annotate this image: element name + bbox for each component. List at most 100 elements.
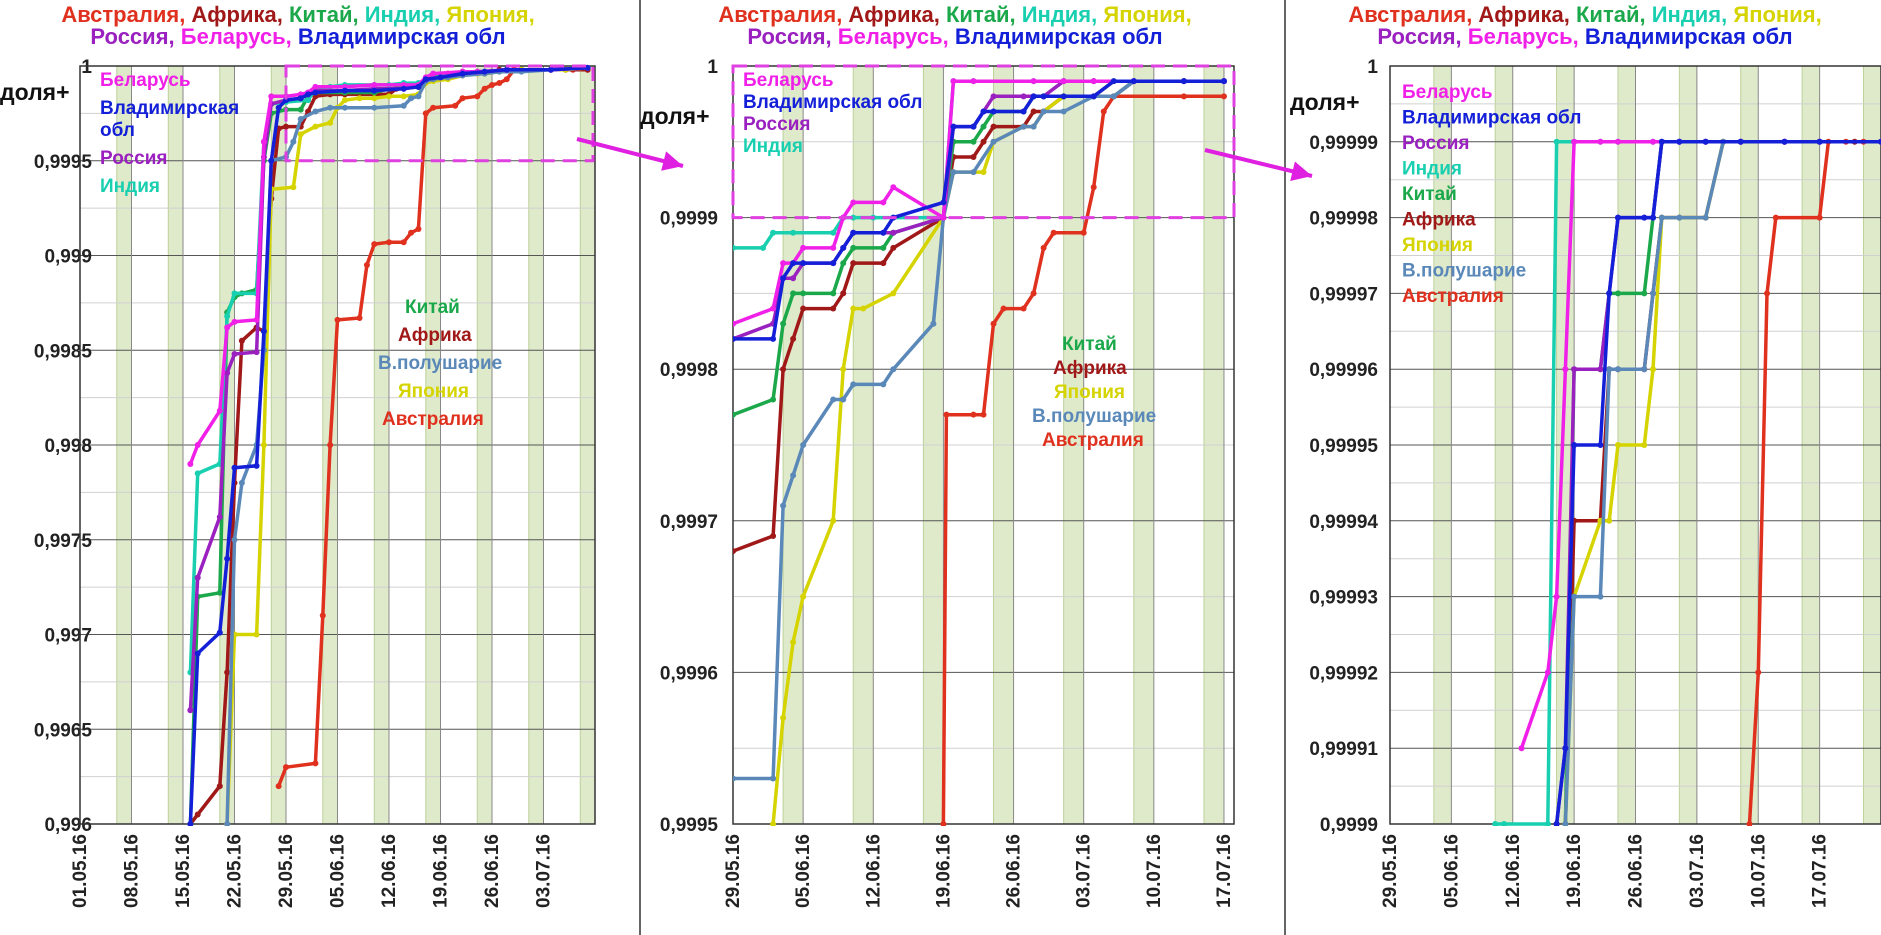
series-point-австралия [422,110,429,117]
y-tick-label: 0,99994 [1309,512,1378,533]
y-tick-label: 0,9999 [660,209,718,230]
header-segment: Китай, [946,2,1022,27]
series-point-австралия [1040,244,1047,251]
series-point-владимирская-обл [1562,745,1569,752]
series-point-индия [1553,138,1560,145]
series-point-австралия [474,93,481,100]
series-point-япония [400,93,407,100]
series-point-австралия [334,316,341,323]
header: Австралия, Африка, Китай, Индия, Япония,… [718,2,1191,49]
series-point-россия [216,514,223,521]
series-point-в-полушарие [850,381,857,388]
series-point-в-полушарие [341,104,348,111]
x-tick-label: 01.05.16 [70,834,91,908]
header-segment: Беларусь, [181,24,298,49]
weekend-band [632,66,647,824]
series-point-в-полушарие [1658,214,1665,221]
series-point-в-полушарие [890,366,897,373]
series-point-в-полушарие [290,138,297,145]
header-segment: Россия, [747,24,837,49]
series-point-владимирская-обл [1781,138,1788,145]
y-tick-label: 0,998 [44,436,92,457]
series-point-япония [840,366,847,373]
series-point-в-полушарие [297,116,304,123]
series-point-владимирская-обл [1110,78,1117,85]
series-point-в-полушарие [790,472,797,479]
y-tick-label: 0,9985 [34,341,93,362]
x-tick-label: 05.06.16 [793,834,814,908]
series-point-австралия [400,239,407,246]
series-point-япония [327,119,334,126]
series-point-австралия [489,81,495,88]
header-segment: Россия, [1377,24,1467,49]
series-point-владимирская-обл [400,85,407,92]
series-point-владимирская-обл [1878,138,1881,145]
series-point-беларусь [1553,593,1560,600]
series-point-в-полушарие [1641,366,1648,373]
header-line-1: Австралия, Африка, Китай, Индия, Япония, [1348,2,1821,27]
series-point-австралия [1050,229,1057,236]
series-point-беларусь [1090,78,1097,85]
y-tick-label: 0,9997 [660,512,718,533]
series-point-беларусь [268,93,275,100]
series-point-владимирская-обл [880,229,887,236]
zoom-arrow-1 [576,137,684,171]
series-group [1492,138,1881,826]
series-point-владимирская-обл [1737,138,1744,145]
header-segment: Япония, [1103,2,1191,27]
legend-label-япония: Япония [398,381,469,402]
series-point-австралия [415,225,422,232]
y-tick-label: 0,9995 [34,152,93,173]
series-point-япония [890,290,897,297]
series-point-африка [980,138,987,145]
series-point-в-полушарие [800,442,807,448]
series-point-владимирская-обл [780,275,787,282]
series-point-в-полушарие [770,775,777,782]
series-point-владимирская-обл [253,462,260,469]
series-point-китай [733,411,736,418]
series-point-китай [780,320,787,327]
series-point-беларусь [1562,366,1569,373]
series-point-австралия [363,261,370,268]
series-point-беларусь [1544,669,1551,676]
series-point-китай [800,290,807,297]
y-tick-label: 0,99997 [1309,284,1378,305]
series-point-япония [1606,517,1613,524]
y-tick-label: 0,9996 [660,663,718,684]
series-point-беларусь [1518,745,1525,752]
series-point-китай [1641,290,1648,297]
zoom-box-2 [731,64,1236,220]
series-point-владимирская-обл [1650,214,1657,221]
series-point-индия [194,470,201,477]
series-point-африка [224,669,231,676]
series-point-владимирская-обл [980,108,987,115]
legend-label-в-полушарие: В.полушарие [1402,261,1526,282]
series-point-беларусь [800,244,807,251]
series-point-австралия [371,241,378,248]
series-point-африка [770,532,777,539]
header-segment: Беларусь, [1468,24,1585,49]
series-point-австралия [503,76,510,83]
series-point-владимирская-обл [437,74,444,81]
legend-label-беларусь: Беларусь [743,70,834,91]
series-point-австралия [1764,290,1771,297]
series-point-владимирская-обл [584,64,591,71]
header-segment: Владимирская обл [1585,24,1793,49]
chart-panel-2: 0,9995 0,9996 0,9997 0,9998 0,9999 1 29.05.16 0… [640,2,1235,908]
series-point-россия [224,369,231,376]
header-segment: Австралия, [1348,2,1478,27]
series-point-россия [253,349,260,356]
legend-label-африка: Африка [1053,358,1127,379]
series-point-африка [880,260,887,267]
series-point-владимирская-обл [503,66,510,73]
legend-label-китай: Китай [405,297,460,318]
series-point-владимирская-обл [1060,93,1067,100]
series-point-индия [1500,821,1507,826]
series-point-япония [386,93,392,100]
x-tick-label: 26.06.16 [482,834,503,908]
header-line-1: Австралия, Африка, Китай, Индия, Япония, [61,2,534,27]
series-point-китай [1614,290,1621,297]
series-point-индия [790,229,797,236]
legend-label-россия: Россия [1402,133,1469,154]
x-tick-label: 12.06.16 [863,834,884,908]
